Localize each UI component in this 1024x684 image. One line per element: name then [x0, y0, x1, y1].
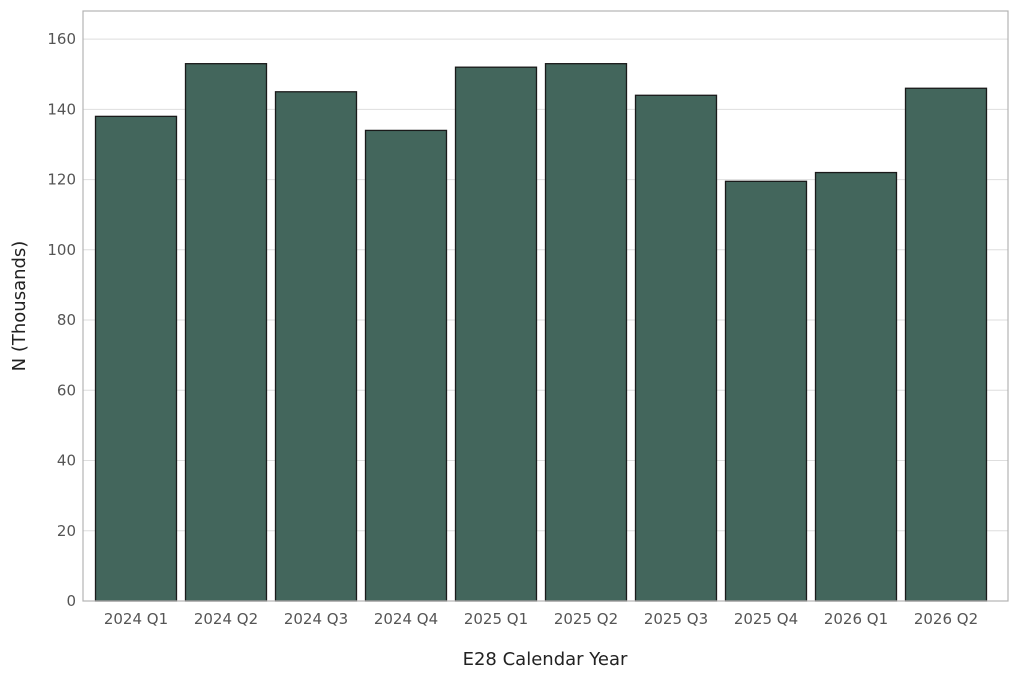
x-tick-label: 2025 Q3 [644, 610, 708, 628]
x-tick-label: 2024 Q1 [104, 610, 168, 628]
bar-2024-q1 [94, 115, 178, 602]
bar-2024-q4 [364, 129, 448, 602]
x-axis-title: E28 Calendar Year [463, 649, 628, 670]
x-tick-label: 2025 Q4 [734, 610, 798, 628]
bars [94, 63, 988, 602]
x-tick-label: 2024 Q2 [194, 610, 258, 628]
x-tick-label: 2024 Q3 [284, 610, 348, 628]
y-tick-label: 60 [57, 381, 76, 399]
x-tick-label: 2026 Q2 [914, 610, 978, 628]
bar-2024-q2 [184, 63, 268, 602]
y-tick-label: 20 [57, 522, 76, 540]
bar-2025-q4 [724, 180, 808, 602]
x-tick-label: 2026 Q1 [824, 610, 888, 628]
bar-2026-q1 [814, 171, 898, 602]
x-tick-label: 2025 Q1 [464, 610, 528, 628]
bar-2025-q1 [454, 66, 538, 602]
y-tick-label: 140 [47, 100, 76, 118]
y-tick-label: 100 [47, 241, 76, 259]
bar-2025-q2 [544, 63, 628, 602]
bar-2026-q2 [904, 87, 988, 602]
y-tick-labels: 0 20 40 60 80 100 120 140 160 [47, 30, 76, 610]
y-tick-label: 160 [47, 30, 76, 48]
x-tick-label: 2025 Q2 [554, 610, 618, 628]
y-tick-label: 80 [57, 311, 76, 329]
y-tick-label: 40 [57, 452, 76, 470]
y-axis-title: N (Thousands) [9, 241, 30, 372]
y-tick-label: 0 [66, 592, 76, 610]
x-tick-label: 2024 Q4 [374, 610, 438, 628]
x-tick-labels: 2024 Q1 2024 Q2 2024 Q3 2024 Q4 2025 Q1 2025 … [104, 610, 978, 628]
y-tick-label: 120 [47, 171, 76, 189]
plot-panel-border [82, 10, 1009, 602]
bar-2025-q3 [634, 94, 718, 602]
bar-2024-q3 [274, 91, 358, 602]
